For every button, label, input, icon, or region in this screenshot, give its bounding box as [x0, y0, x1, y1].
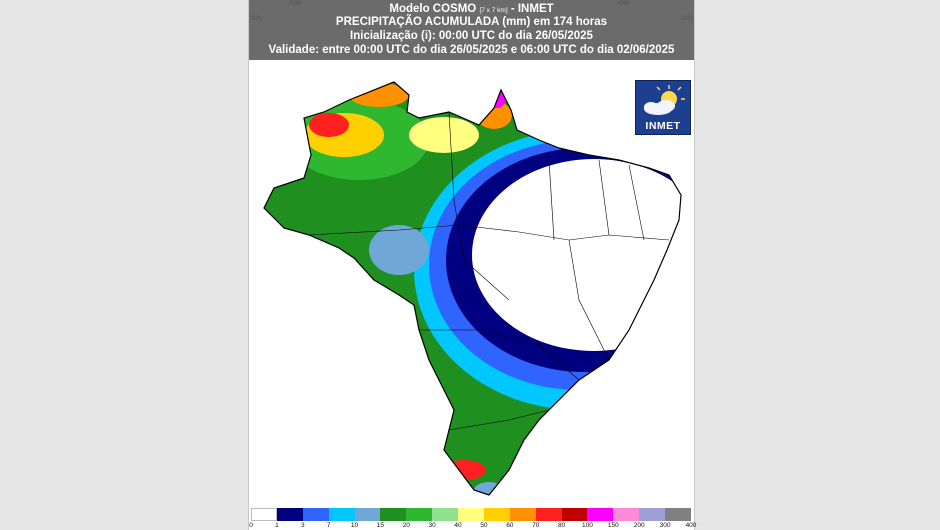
legend-tick-label: 50: [480, 522, 488, 529]
legend-tick-label: 70: [532, 522, 540, 529]
legend-swatch: [251, 508, 278, 521]
legend-swatch: [458, 508, 485, 521]
product-title: PRECIPITAÇÃO ACUMULADA (mm) em 174 horas: [335, 16, 608, 28]
legend-tick-label: 1: [275, 522, 279, 529]
legend-tick-label: 60: [506, 522, 514, 529]
logo-text: INMET: [645, 120, 681, 132]
precipitation-legend: 0 1 3 7 10 15 20 30 40 50 60 70 80 100 150 200 300 400: [249, 506, 697, 530]
legend-tick-label: 100: [582, 522, 593, 529]
legend-swatch: [613, 508, 640, 521]
legend-swatch: [587, 508, 614, 521]
legend-tick-label: 300: [659, 522, 671, 529]
legend-tick-label: 80: [557, 522, 566, 529]
legend-tick-label: 200: [633, 522, 645, 529]
grid-label-70w: 70W: [289, 1, 302, 7]
map-panel: Modelo COSMO [7 x 7 km] - INMET PRECIPIT…: [249, 0, 697, 530]
initialization-time: Inicialização (i): 00:00 UTC do dia 26/0…: [350, 30, 593, 42]
legend-swatch: [302, 508, 330, 521]
legend-swatch: [276, 508, 304, 521]
legend-swatch: [665, 508, 692, 521]
legend-tick-label: 150: [607, 522, 619, 529]
sun-cloud-icon: [644, 85, 685, 115]
legend-swatch: [432, 508, 459, 521]
legend-swatch: [406, 508, 433, 521]
grid-label-40w: 40W: [617, 1, 630, 7]
precipitation-map: [263, 81, 682, 496]
map-header: Modelo COSMO [7 x 7 km] - INMET PRECIPIT…: [249, 0, 694, 60]
validity-period: Validade: entre 00:00 UTC do dia 26/05/2…: [268, 44, 675, 56]
legend-swatch: [639, 508, 666, 521]
legend-tick-label: 30: [428, 522, 436, 529]
grid-label-10n-left: 10N: [251, 16, 263, 22]
legend-swatch: [561, 508, 588, 521]
legend-swatch: [535, 508, 563, 521]
legend-swatch: [509, 508, 537, 521]
legend-swatch: [483, 508, 511, 521]
legend-swatch: [328, 508, 356, 521]
legend-tick-label: 10: [350, 522, 359, 529]
legend-tick-label: 3: [300, 522, 305, 529]
legend-swatch: [380, 508, 407, 521]
legend-tick-label: 0: [249, 522, 253, 529]
inmet-logo: INMET: [635, 80, 691, 135]
legend-tick-label: 20: [402, 522, 410, 529]
legend-swatch: [354, 508, 381, 521]
legend-tick-label: 7: [326, 522, 331, 529]
grid-label-10n-right: 10N: [681, 16, 693, 22]
legend-tick-label: 400: [685, 522, 697, 529]
legend-tick-label: 15: [376, 522, 385, 529]
legend-tick-label: 40: [454, 522, 462, 529]
model-title: Modelo COSMO [7 x 7 km] - INMET: [389, 3, 554, 15]
